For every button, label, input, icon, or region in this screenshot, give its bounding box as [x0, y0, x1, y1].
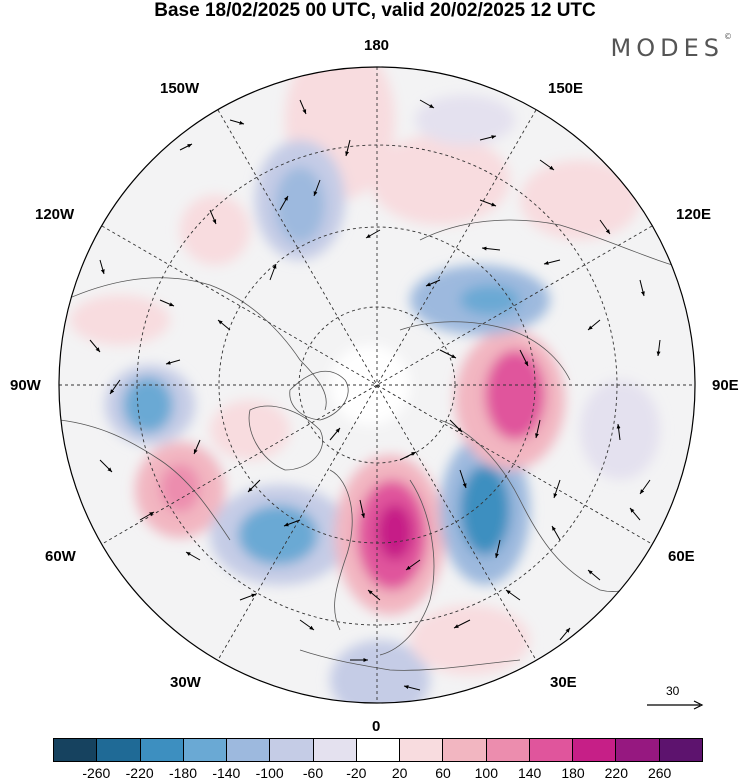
colorbar-bin [400, 739, 444, 761]
lon-label-180: 180 [364, 37, 390, 54]
wind-vectors [89, 99, 661, 691]
colorbar-bin [54, 739, 98, 761]
lon-label-30e: 30E [550, 674, 577, 691]
colorbar-bin [616, 739, 660, 761]
lon-label-90e: 90E [712, 377, 739, 394]
lon-label-0: 0 [372, 718, 381, 735]
colorbar-bin [270, 739, 314, 761]
colorbar-tick-label: -100 [255, 765, 284, 781]
colorbar-bin [529, 739, 574, 761]
colorbar-tick-label: 220 [604, 765, 629, 781]
colorbar-bin [97, 739, 141, 761]
colorbar-bin [573, 739, 617, 761]
lon-label-90w: 90W [10, 377, 41, 394]
copyright-mark: © [724, 32, 732, 41]
colorbar-tick-label: 20 [391, 765, 408, 781]
lon-label-150w: 150W [160, 80, 200, 97]
lon-label-120e: 120E [676, 206, 712, 223]
reference-vector-label: 30 [666, 684, 680, 698]
colorbar-tick-labels: -260 -220 -180 -140 -100 -60 -20 20 60 100 140 180 2… [0, 765, 750, 783]
colorbar-tick-label: 260 [647, 765, 672, 781]
lon-label-30w: 30W [170, 674, 201, 691]
colorbar-bin [140, 739, 184, 761]
colorbar-tick-label: 180 [561, 765, 585, 781]
colorbar-bin [486, 739, 530, 761]
map-boundary [58, 66, 696, 704]
map-disc [59, 67, 695, 703]
modes-logo: MODES© [610, 32, 732, 62]
colorbar-tick-label: -180 [168, 765, 198, 781]
colorbar-tick-label: -220 [125, 765, 154, 781]
colorbar-bin [313, 739, 357, 761]
colorbar-tick-label: -140 [212, 765, 241, 781]
colorbar-tick-label: 60 [435, 765, 451, 781]
colorbar-tick-label: -60 [302, 765, 324, 781]
map-title: Base 18/02/2025 00 UTC, valid 20/02/2025… [154, 0, 596, 21]
lon-label-120w: 120W [35, 206, 75, 223]
colorbar-bin [356, 739, 401, 761]
logo-text: MODES [610, 34, 724, 62]
colorbar-bin [659, 739, 702, 761]
colorbar [53, 738, 703, 762]
colorbar-bin [183, 739, 228, 761]
colorbar-bin [227, 739, 271, 761]
colorbar-tick-label: 100 [474, 765, 499, 781]
lon-label-60e: 60E [668, 548, 695, 565]
colorbar-tick-label: -20 [346, 765, 367, 781]
lon-label-150e: 150E [548, 80, 584, 97]
colorbar-tick-label: 140 [517, 765, 542, 781]
colorbar-bin [443, 739, 487, 761]
anomaly-field [70, 67, 660, 703]
lon-label-60w: 60W [45, 548, 76, 565]
reference-vector-arrow [647, 700, 704, 710]
colorbar-tick-label: -260 [82, 765, 111, 781]
